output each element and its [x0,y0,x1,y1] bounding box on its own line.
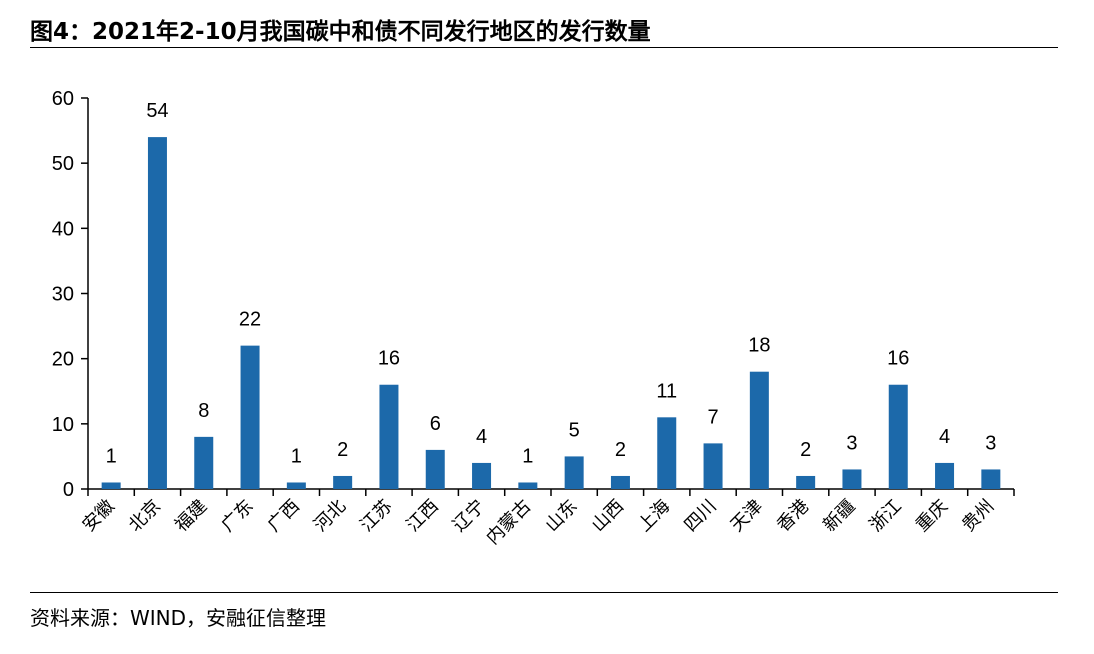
bar [842,469,862,489]
bar [657,417,677,489]
bar [425,449,445,489]
x-tick-label: 香港 [773,496,813,536]
x-tick-label: 重庆 [912,496,952,536]
data-label: 4 [939,426,950,448]
bar [518,482,538,489]
y-tick-label: 30 [52,284,74,306]
source-note: 资料来源：WIND，安融征信整理 [30,606,327,630]
y-tick-label: 10 [52,414,74,436]
bar [981,469,1001,489]
data-label: 5 [569,419,580,441]
x-tick-label: 广东 [217,496,257,536]
x-tick-label: 安徽 [78,496,118,536]
x-tick-label: 辽宁 [449,496,489,536]
y-tick-label: 50 [52,153,74,175]
y-tick-label: 40 [52,218,74,240]
data-label: 2 [615,439,626,461]
bar [888,384,908,489]
data-label: 16 [378,348,400,370]
figure-title: 图4：2021年2-10月我国碳中和债不同发行地区的发行数量 [30,19,651,45]
x-tick-label: 江苏 [356,496,396,536]
data-label: 6 [430,413,441,435]
bar [379,384,399,489]
x-tick-label: 新疆 [819,496,859,536]
data-label: 54 [146,100,168,122]
data-label: 3 [846,432,857,454]
x-tick-label: 河北 [310,496,350,536]
x-tick-label: 江西 [402,496,442,536]
x-tick-label: 山西 [588,496,628,536]
footer-divider [30,592,1058,593]
data-label: 8 [198,400,209,422]
x-tick-label: 北京 [125,496,165,536]
data-label: 16 [887,348,909,370]
data-label: 2 [800,439,811,461]
x-tick-label: 上海 [634,496,674,536]
x-tick-label: 福建 [171,496,211,536]
x-tick-label: 内蒙古 [482,496,534,548]
y-tick-label: 60 [52,88,74,110]
data-label: 1 [291,445,302,467]
data-label: 11 [656,380,677,402]
x-tick-label: 天津 [727,496,767,536]
bar [935,462,955,489]
x-tick-label: 广西 [264,496,304,536]
data-label: 22 [239,309,261,331]
bar [749,371,769,489]
bar [796,475,816,489]
bar [333,475,353,489]
bar [564,456,584,489]
bar [472,462,492,489]
y-tick-label: 0 [63,479,74,501]
x-tick-label: 贵州 [958,496,998,536]
x-tick-label: 四川 [680,496,720,536]
data-label: 4 [476,426,487,448]
data-label: 1 [106,445,117,467]
bar [703,443,723,489]
data-label: 7 [707,406,718,428]
data-label: 18 [748,335,770,357]
y-tick-label: 20 [52,349,74,371]
data-label: 1 [522,445,533,467]
bar [147,137,167,489]
data-label: 2 [337,439,348,461]
bar [101,482,121,489]
x-tick-label: 浙江 [865,496,905,536]
bar [286,482,306,489]
title-bar: 图4：2021年2-10月我国碳中和债不同发行地区的发行数量 [30,6,1058,48]
bar [610,475,630,489]
x-tick-label: 山东 [541,496,581,536]
bar [240,345,260,489]
data-label: 3 [985,432,996,454]
bar [194,436,214,489]
